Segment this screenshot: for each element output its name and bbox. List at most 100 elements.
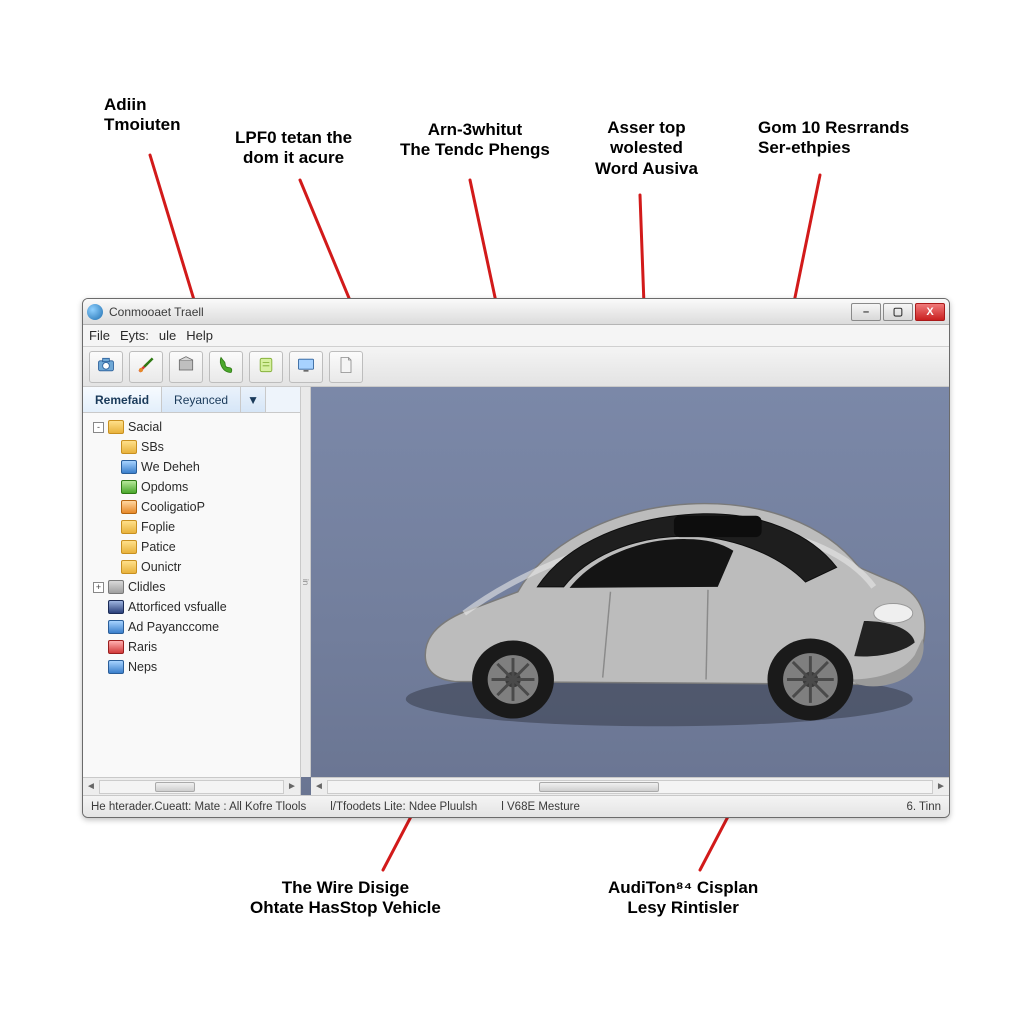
status-seg-3: l V68E Mesture bbox=[501, 801, 580, 813]
tree-item-label: SBs bbox=[141, 440, 164, 454]
app-window: Conmooaet Traell – ▢ X File Eyts: ule He… bbox=[82, 298, 950, 818]
page-icon bbox=[336, 355, 356, 378]
tree-item-label: Neps bbox=[128, 660, 157, 674]
statusbar: He hterader.Cueatt: Mate : All Kofre Tlo… bbox=[83, 795, 949, 817]
gray-icon bbox=[108, 580, 124, 594]
sidebar: Remefaid Reyanced ▼ - Sacial SBs We Deheh Op… bbox=[83, 387, 301, 795]
work-area: Remefaid Reyanced ▼ - Sacial SBs We Deheh Op… bbox=[83, 387, 949, 795]
status-seg-4: 6. Tinn bbox=[906, 801, 941, 813]
callout-2: LPF0 tetan the dom it acure bbox=[235, 128, 352, 169]
window-title: Conmooaet Traell bbox=[109, 305, 851, 319]
menu-edit[interactable]: Eyts: bbox=[120, 328, 149, 343]
expander-icon[interactable]: + bbox=[93, 582, 104, 593]
menubar: File Eyts: ule Help bbox=[83, 325, 949, 347]
callout-7: AudiTon⁸⁴ Cisplan Lesy Rintisler bbox=[608, 878, 758, 919]
navy-icon bbox=[108, 600, 124, 614]
menu-file[interactable]: File bbox=[89, 328, 110, 343]
menu-view[interactable]: ule bbox=[159, 328, 176, 343]
tree-item[interactable]: Opdoms bbox=[89, 477, 296, 497]
sidebar-scroll-thumb[interactable] bbox=[155, 782, 195, 792]
tree-item[interactable]: SBs bbox=[89, 437, 296, 457]
viewport-hscroll[interactable]: ◄ inl ► bbox=[311, 777, 949, 795]
tree-item[interactable]: CooligatioP bbox=[89, 497, 296, 517]
orange-icon bbox=[121, 500, 137, 514]
tool-page[interactable] bbox=[329, 351, 363, 383]
green-icon bbox=[121, 480, 137, 494]
tree-item-label: Clidles bbox=[128, 580, 166, 594]
viewport: in bbox=[301, 387, 949, 795]
sidebar-tab-active[interactable]: Remefaid bbox=[83, 387, 162, 412]
tree-item[interactable]: Foplie bbox=[89, 517, 296, 537]
tree-item-label: Ounictr bbox=[141, 560, 181, 574]
folder-icon bbox=[121, 560, 137, 574]
tool-box[interactable] bbox=[169, 351, 203, 383]
vp-scroll-track[interactable]: inl bbox=[327, 780, 933, 794]
viewport-canvas[interactable] bbox=[311, 387, 949, 777]
tree-item-label: Patice bbox=[141, 540, 176, 554]
blue-icon bbox=[121, 460, 137, 474]
viewport-gutter: in bbox=[301, 387, 311, 777]
tool-tools[interactable] bbox=[129, 351, 163, 383]
vehicle-model bbox=[311, 387, 949, 777]
vp-scroll-thumb[interactable] bbox=[539, 782, 659, 792]
folder-icon bbox=[121, 540, 137, 554]
titlebar[interactable]: Conmooaet Traell – ▢ X bbox=[83, 299, 949, 325]
tree-item[interactable]: Ounictr bbox=[89, 557, 296, 577]
tree-item[interactable]: Neps bbox=[89, 657, 296, 677]
callout-3: Arn-3whitut The Tendc Phengs bbox=[400, 120, 550, 161]
status-seg-1: He hterader.Cueatt: Mate : All Kofre Tlo… bbox=[91, 801, 306, 813]
red-icon bbox=[108, 640, 124, 654]
tree-item-label: Opdoms bbox=[141, 480, 188, 494]
callout-6: The Wire Disige Ohtate HasStop Vehicle bbox=[250, 878, 441, 919]
tree-item[interactable]: Attorficed vsfualle bbox=[89, 597, 296, 617]
scroll-right-icon[interactable]: ► bbox=[284, 781, 300, 792]
expander-icon[interactable]: - bbox=[93, 422, 104, 433]
vp-scroll-left-icon[interactable]: ◄ bbox=[311, 781, 327, 792]
sidebar-scroll-track[interactable]: ol bbox=[99, 780, 284, 794]
tree-item-label: Sacial bbox=[128, 420, 162, 434]
blue-icon bbox=[108, 620, 124, 634]
tree-item-label: Attorficed vsfualle bbox=[128, 600, 227, 614]
toolbar bbox=[83, 347, 949, 387]
tools-icon bbox=[136, 355, 156, 378]
callout-5: Gom 10 Resrrands Ser-ethpies bbox=[758, 118, 909, 159]
tree-item-label: We Deheh bbox=[141, 460, 200, 474]
monitor-icon bbox=[296, 355, 316, 378]
tree-item-label: Ad Payanccome bbox=[128, 620, 219, 634]
callout-1: Adiin Tmoiuten bbox=[104, 95, 181, 136]
menu-help[interactable]: Help bbox=[186, 328, 213, 343]
blue-icon bbox=[108, 660, 124, 674]
sidebar-tabs: Remefaid Reyanced ▼ bbox=[83, 387, 300, 413]
sidebar-tree[interactable]: - Sacial SBs We Deheh Opdoms CooligatioP Fopli… bbox=[83, 413, 300, 777]
tree-item[interactable]: Raris bbox=[89, 637, 296, 657]
maximize-button[interactable]: ▢ bbox=[883, 303, 913, 321]
scroll-left-icon[interactable]: ◄ bbox=[83, 781, 99, 792]
vp-scroll-right-icon[interactable]: ► bbox=[933, 781, 949, 792]
tree-item-label: Foplie bbox=[141, 520, 175, 534]
sidebar-hscroll[interactable]: ◄ ol ► bbox=[83, 777, 300, 795]
close-button[interactable]: X bbox=[915, 303, 945, 321]
folder-icon bbox=[121, 440, 137, 454]
tree-item-label: Raris bbox=[128, 640, 157, 654]
sidebar-tab-second[interactable]: Reyanced bbox=[162, 387, 241, 412]
camera-icon bbox=[96, 355, 116, 378]
tool-note[interactable] bbox=[249, 351, 283, 383]
minimize-button[interactable]: – bbox=[851, 303, 881, 321]
app-icon bbox=[87, 304, 103, 320]
status-seg-2: l/Tfoodets Lite: Ndee Pluulsh bbox=[330, 801, 477, 813]
tree-item[interactable]: We Deheh bbox=[89, 457, 296, 477]
tree-item[interactable]: + Clidles bbox=[89, 577, 296, 597]
folder-icon bbox=[108, 420, 124, 434]
box-icon bbox=[176, 355, 196, 378]
note-icon bbox=[256, 355, 276, 378]
sidebar-tab-dropdown[interactable]: ▼ bbox=[241, 387, 266, 412]
tree-item[interactable]: - Sacial bbox=[89, 417, 296, 437]
tool-phone[interactable] bbox=[209, 351, 243, 383]
tool-camera[interactable] bbox=[89, 351, 123, 383]
phone-icon bbox=[216, 355, 236, 378]
tool-monitor[interactable] bbox=[289, 351, 323, 383]
tree-item[interactable]: Ad Payanccome bbox=[89, 617, 296, 637]
callout-4: Asser top wolested Word Ausiva bbox=[595, 118, 698, 179]
folder-icon bbox=[121, 520, 137, 534]
tree-item[interactable]: Patice bbox=[89, 537, 296, 557]
